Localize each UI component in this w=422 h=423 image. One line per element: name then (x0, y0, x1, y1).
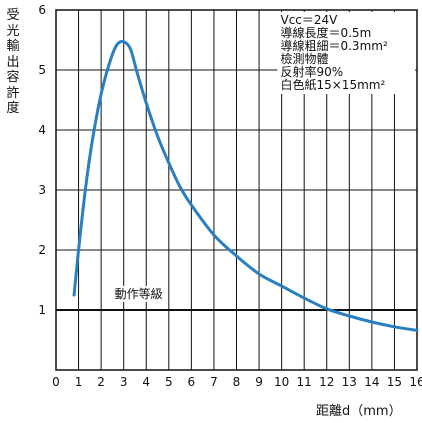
x-tick-label: 8 (233, 375, 241, 389)
x-tick-label: 11 (297, 375, 312, 389)
x-tick-label: 0 (52, 375, 60, 389)
series-curve (72, 40, 419, 332)
y-tick-labels: 1 2 3 4 5 6 (38, 3, 46, 317)
x-tick-label: 4 (142, 375, 150, 389)
x-tick-label: 7 (210, 375, 218, 389)
x-tick-label: 3 (120, 375, 128, 389)
conditions-bg (277, 12, 415, 94)
y-axis-label-char: 容 (6, 70, 20, 85)
y-axis-label-char: 許 (6, 85, 20, 101)
x-axis-label: 距離d（mm） (316, 404, 402, 419)
x-tick-label: 2 (97, 375, 105, 389)
plot-frame (55, 9, 418, 371)
x-tick-label: 6 (188, 375, 196, 389)
x-tick-labels: 0 1 2 3 4 5 6 7 8 9 10 11 12 13 14 15 16 (52, 375, 422, 389)
threshold-group: 動作等級 (56, 286, 417, 311)
x-tick-label: 15 (387, 375, 402, 389)
threshold-label-bg (112, 286, 165, 302)
x-tick-label: 10 (274, 375, 289, 389)
x-tick-label: 12 (319, 375, 334, 389)
y-axis-label-char: 受 (6, 8, 20, 23)
y-tick-label: 4 (38, 123, 46, 137)
y-tick-label: 6 (38, 3, 46, 17)
x-tick-label: 5 (165, 375, 173, 389)
y-axis-label-char: 度 (6, 101, 20, 116)
y-tick-label: 2 (38, 243, 46, 257)
x-tick-label: 1 (75, 375, 83, 389)
y-tick-label: 3 (38, 183, 46, 197)
condition-line: 檢測物體 (280, 51, 328, 66)
condition-line: Vcc＝24V (280, 13, 338, 27)
x-tick-label: 14 (364, 375, 379, 389)
conditions-note: Vcc＝24V導線長度＝0.5m導線粗細＝0.3mm²檢測物體反射率90%白色紙… (277, 12, 415, 94)
condition-line: 白色紙15×15mm² (280, 77, 385, 92)
condition-line: 反射率90% (280, 64, 343, 79)
condition-line: 導線粗細＝0.3mm² (280, 38, 387, 53)
condition-line: 導線長度＝0.5m (280, 25, 371, 40)
y-axis-label-char: 出 (6, 54, 20, 70)
y-tick-label: 5 (38, 63, 46, 77)
x-tick-label: 16 (409, 375, 422, 389)
y-axis-label: 受光輸出容許度 (6, 8, 20, 117)
y-axis-label-char: 輸 (6, 39, 20, 54)
threshold-label: 動作等級 (115, 287, 163, 301)
y-tick-label: 1 (38, 303, 46, 317)
x-tick-label: 9 (255, 375, 263, 389)
x-tick-label: 13 (342, 375, 357, 389)
y-axis-label-char: 光 (6, 23, 20, 39)
